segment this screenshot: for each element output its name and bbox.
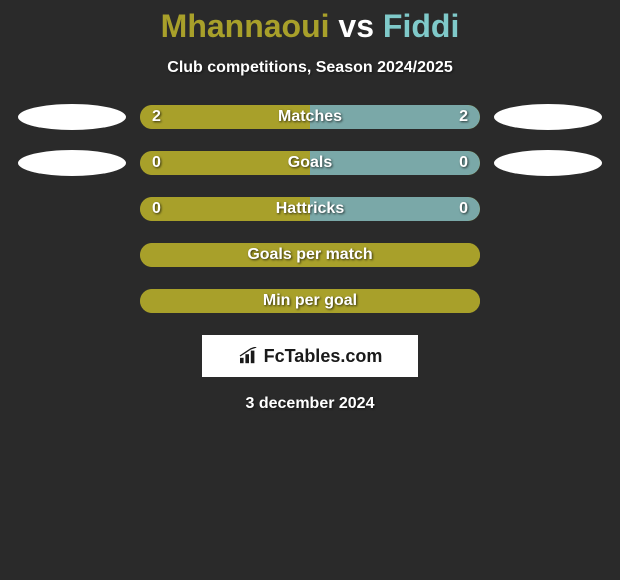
- comparison-widget: Mhannaoui vs Fiddi Club competitions, Se…: [0, 0, 620, 413]
- stat-row: Hattricks 0 0: [0, 197, 620, 221]
- stat-bar: Goals per match: [140, 243, 480, 267]
- stat-bar-wrap: Goals 0 0: [140, 151, 480, 175]
- stat-value-right: 2: [459, 108, 468, 126]
- stat-row: Goals 0 0: [0, 151, 620, 175]
- stat-value-right: 0: [459, 154, 468, 172]
- stat-bar-wrap: Matches 2 2: [140, 105, 480, 129]
- stat-bar-wrap: Goals per match: [140, 243, 480, 267]
- page-title: Mhannaoui vs Fiddi: [0, 8, 620, 45]
- left-ellipse-icon: [18, 150, 126, 176]
- title-player-left: Mhannaoui: [161, 8, 330, 44]
- title-player-right: Fiddi: [383, 8, 459, 44]
- stat-row: Matches 2 2: [0, 105, 620, 129]
- title-vs: vs: [338, 8, 374, 44]
- stat-label: Matches: [278, 108, 342, 126]
- stat-bar: Hattricks 0 0: [140, 197, 480, 221]
- date: 3 december 2024: [0, 395, 620, 413]
- stat-bar-wrap: Min per goal: [140, 289, 480, 313]
- bar-fill-left: [140, 151, 310, 175]
- stat-value-right: 0: [459, 200, 468, 218]
- stat-bar: Goals 0 0: [140, 151, 480, 175]
- stat-bar: Matches 2 2: [140, 105, 480, 129]
- stat-label: Goals per match: [247, 246, 372, 264]
- stat-value-left: 2: [152, 108, 161, 126]
- chart-icon: [238, 347, 260, 365]
- stat-rows: Matches 2 2 Goals 0 0 Hattricks 0 0 Goals per mat…: [0, 105, 620, 313]
- stat-row: Min per goal: [0, 289, 620, 313]
- stat-value-left: 0: [152, 154, 161, 172]
- stat-bar: Min per goal: [140, 289, 480, 313]
- subtitle: Club competitions, Season 2024/2025: [0, 59, 620, 77]
- logo-box: FcTables.com: [202, 335, 418, 377]
- stat-label: Hattricks: [276, 200, 344, 218]
- bar-fill-right: [310, 151, 480, 175]
- stat-label: Goals: [288, 154, 332, 172]
- right-ellipse-icon: [494, 104, 602, 130]
- logo-text: FcTables.com: [264, 346, 383, 367]
- stat-value-left: 0: [152, 200, 161, 218]
- stat-bar-wrap: Hattricks 0 0: [140, 197, 480, 221]
- left-ellipse-icon: [18, 104, 126, 130]
- logo: FcTables.com: [238, 346, 383, 367]
- stat-label: Min per goal: [263, 292, 357, 310]
- right-ellipse-icon: [494, 150, 602, 176]
- stat-row: Goals per match: [0, 243, 620, 267]
